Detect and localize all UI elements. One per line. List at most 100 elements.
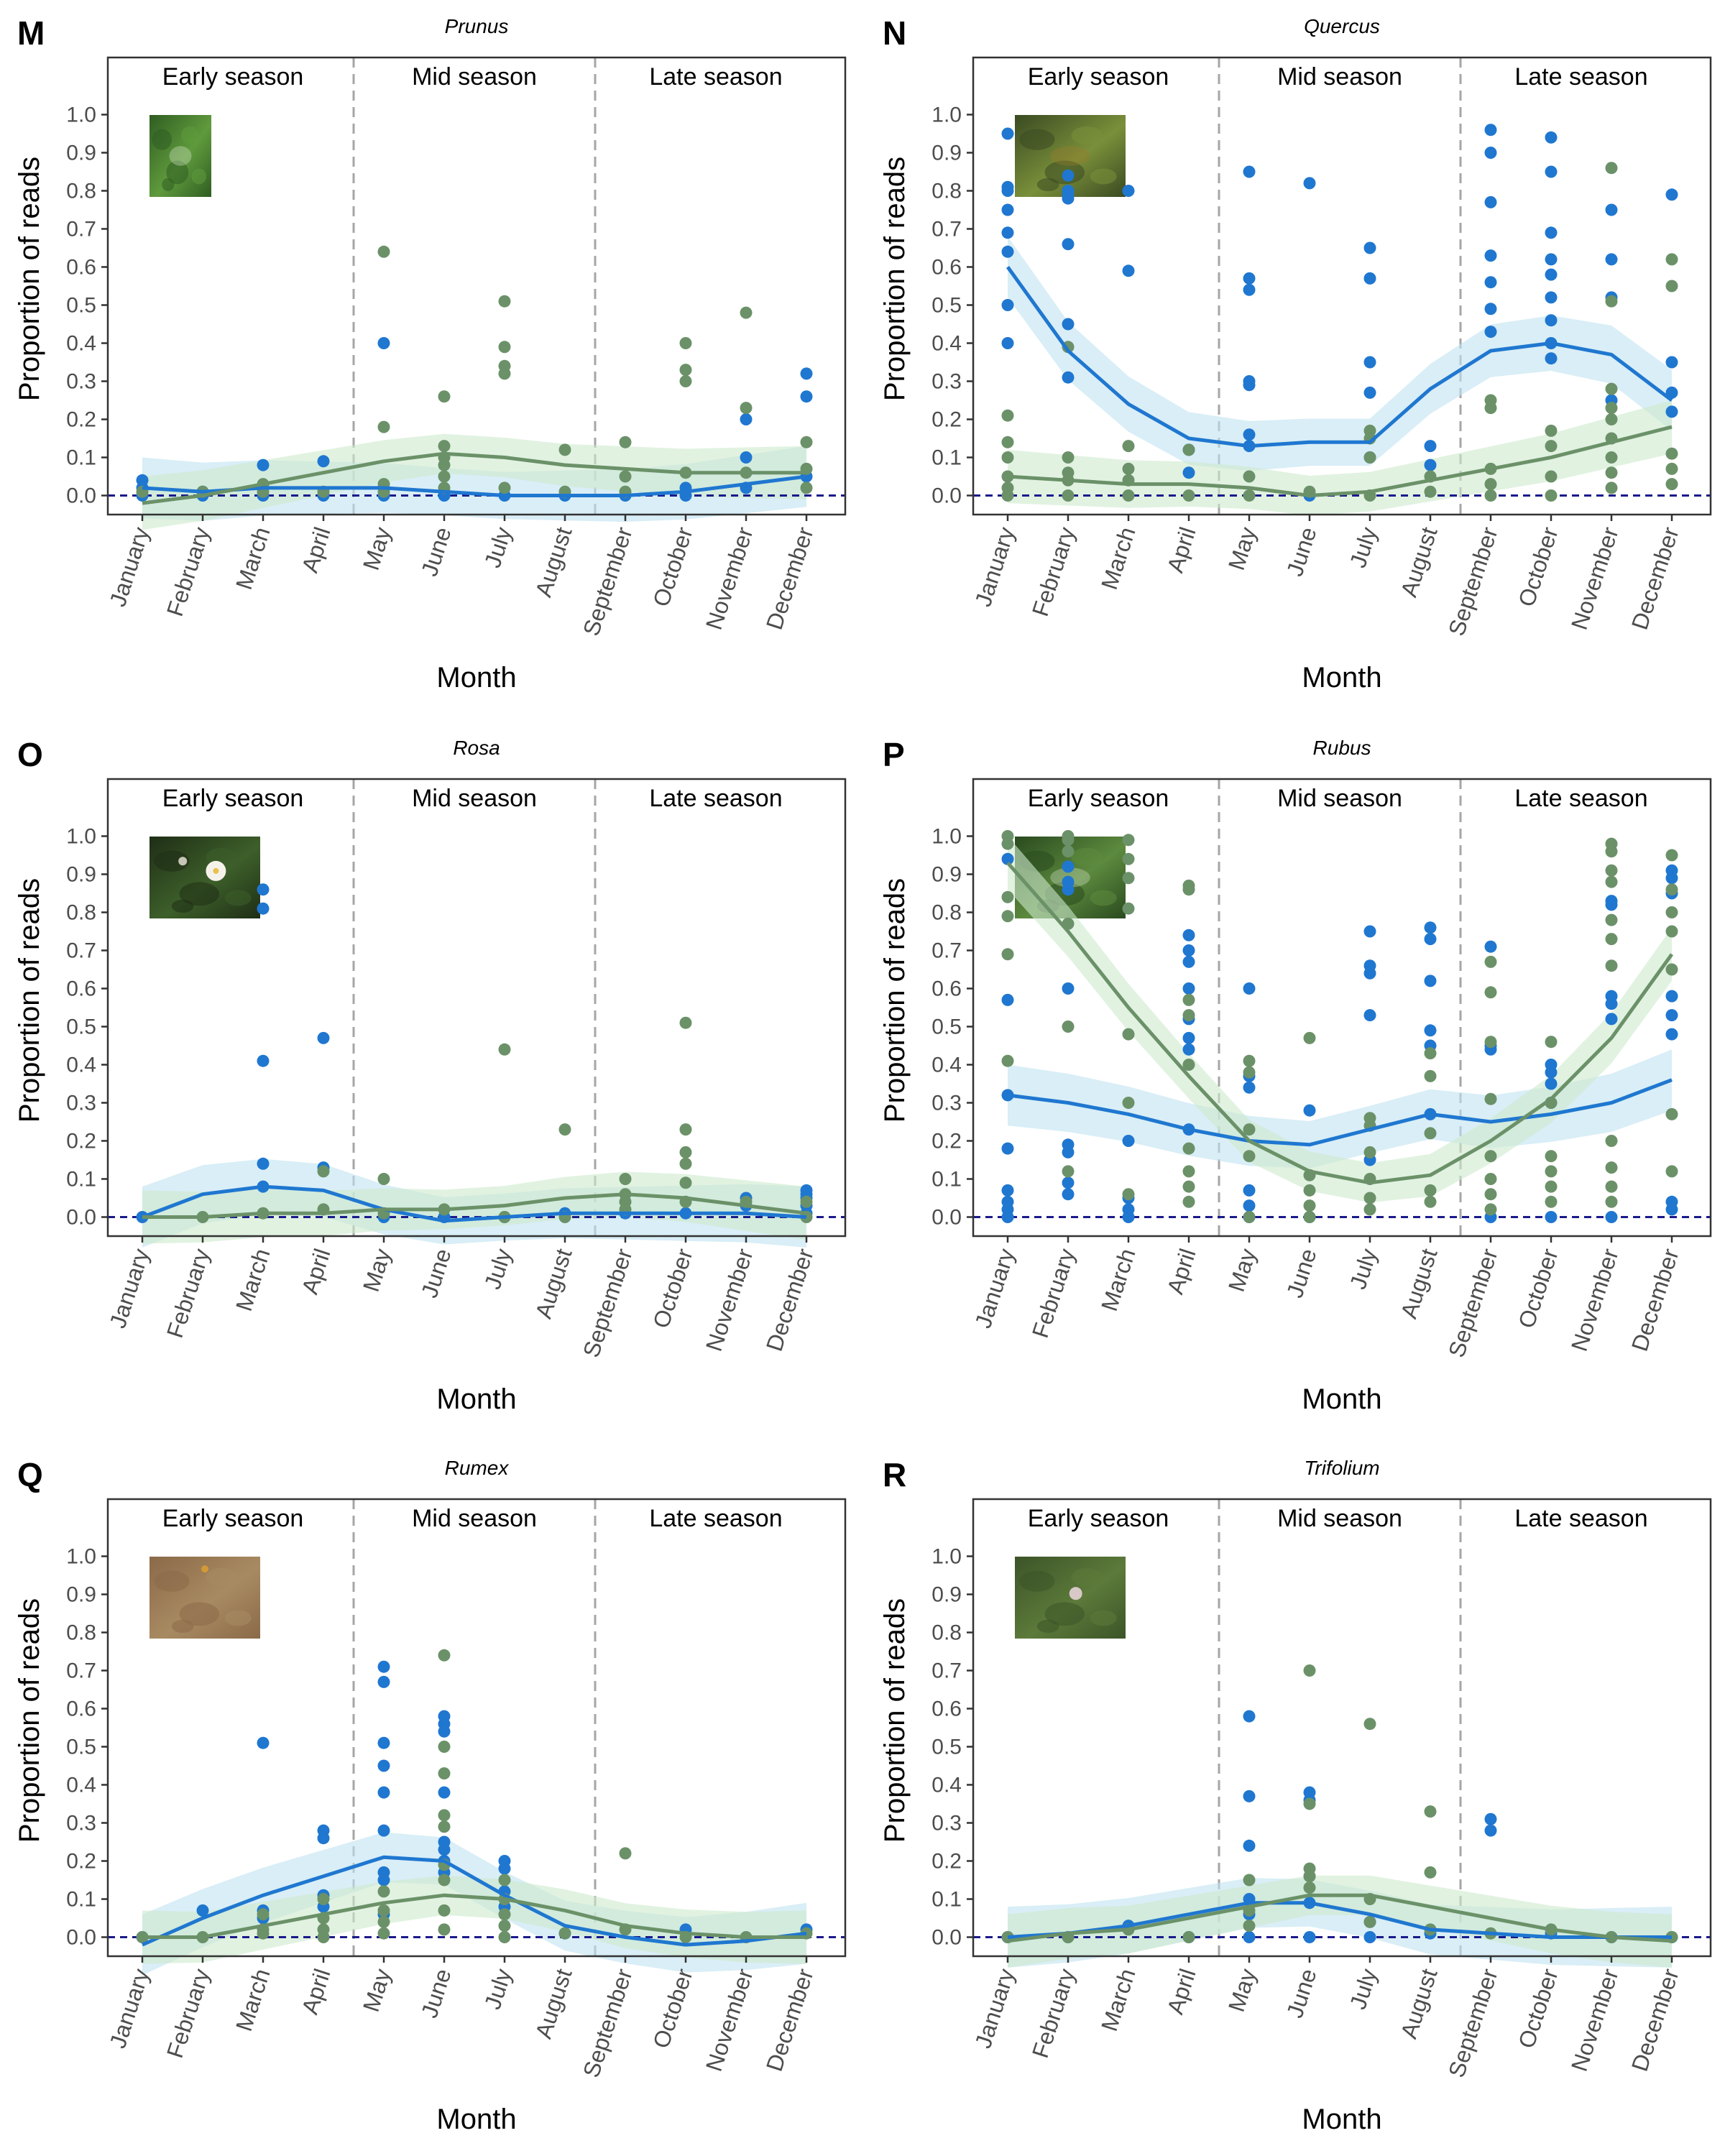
data-point-green bbox=[1665, 1107, 1678, 1120]
season-label: Mid season bbox=[412, 63, 537, 91]
x-tick-label: May bbox=[358, 1245, 396, 1295]
data-point-blue bbox=[1001, 299, 1014, 311]
x-tick-label: July bbox=[1345, 1966, 1382, 2012]
data-point-green bbox=[800, 436, 813, 448]
species-photo bbox=[150, 837, 260, 918]
data-point-blue bbox=[1545, 268, 1558, 281]
data-point-green bbox=[679, 1146, 692, 1158]
data-point-blue bbox=[1122, 1211, 1135, 1223]
data-point-green bbox=[1665, 447, 1678, 460]
data-point-green bbox=[1001, 837, 1014, 850]
data-point-blue bbox=[740, 413, 753, 425]
y-tick-label: 0.4 bbox=[932, 1774, 962, 1797]
x-tick-label: August bbox=[1396, 1966, 1443, 2042]
y-axis-title: Proportion of reads bbox=[14, 157, 45, 401]
data-point-green bbox=[1001, 1054, 1014, 1067]
y-tick-label: 0.4 bbox=[66, 1054, 96, 1077]
data-point-green bbox=[1363, 1146, 1376, 1158]
data-point-green bbox=[1062, 845, 1075, 858]
y-tick-label: 1.0 bbox=[932, 103, 962, 127]
y-tick-label: 0.5 bbox=[932, 1736, 962, 1759]
data-point-blue bbox=[1303, 1931, 1316, 1943]
data-point-green bbox=[377, 1927, 390, 1940]
data-point-green bbox=[1665, 462, 1678, 475]
x-tick-label: November bbox=[701, 1966, 758, 2075]
x-tick-label: May bbox=[1223, 1966, 1261, 2015]
data-point-green bbox=[498, 367, 511, 380]
photo-texture bbox=[154, 1570, 190, 1592]
data-point-green bbox=[498, 1874, 511, 1886]
x-tick-label: December bbox=[1627, 1966, 1684, 2075]
trend-line-blue bbox=[1007, 1901, 1672, 1939]
data-point-green bbox=[619, 470, 632, 483]
x-axis-title: Month bbox=[1302, 662, 1381, 694]
data-point-blue bbox=[1665, 188, 1678, 201]
data-point-green bbox=[377, 420, 390, 433]
data-point-green bbox=[1363, 1718, 1376, 1731]
y-axis-title: Proportion of reads bbox=[14, 1598, 45, 1843]
x-tick-label: August bbox=[1396, 524, 1443, 600]
data-point-green bbox=[438, 1923, 451, 1936]
data-point-green bbox=[1605, 845, 1618, 858]
data-point-blue bbox=[1484, 940, 1497, 953]
data-point-blue bbox=[1001, 203, 1014, 216]
data-point-blue bbox=[1665, 1203, 1678, 1216]
x-tick-label: November bbox=[1566, 1245, 1624, 1355]
trend-line-green bbox=[1007, 1893, 1673, 1943]
data-point-green bbox=[1545, 1180, 1558, 1193]
x-tick-label: May bbox=[358, 524, 396, 573]
data-point-green bbox=[1062, 834, 1075, 847]
data-point-green bbox=[1182, 993, 1195, 1006]
panel-title: Rosa bbox=[453, 737, 500, 759]
data-point-blue bbox=[377, 1759, 390, 1772]
x-tick-label: November bbox=[701, 1245, 758, 1355]
season-label: Late season bbox=[1514, 63, 1647, 91]
data-point-blue bbox=[800, 367, 813, 380]
season-label: Late season bbox=[649, 63, 782, 91]
data-point-blue bbox=[377, 337, 390, 349]
data-point-blue bbox=[1363, 386, 1376, 399]
data-point-blue bbox=[1062, 238, 1075, 251]
data-point-green bbox=[1243, 470, 1256, 483]
data-point-blue bbox=[1665, 990, 1678, 1003]
x-tick-label: December bbox=[761, 1966, 819, 2075]
data-point-blue bbox=[1122, 1135, 1135, 1147]
photo-texture bbox=[1019, 129, 1055, 150]
plot-frame bbox=[106, 1498, 847, 1958]
season-label: Late season bbox=[1514, 1505, 1647, 1532]
panel-p: P Rubus Early season Mid season Late season 0… bbox=[879, 736, 1712, 1415]
data-point-blue bbox=[1182, 982, 1195, 995]
y-tick-label: 0.7 bbox=[66, 1659, 96, 1683]
y-tick-label: 0.6 bbox=[66, 256, 96, 280]
data-point-green bbox=[1243, 1211, 1256, 1223]
data-point-blue bbox=[740, 451, 753, 464]
season-label: Early season bbox=[162, 63, 304, 91]
data-point-green bbox=[1001, 910, 1014, 923]
trend-line-green bbox=[1006, 861, 1674, 1185]
y-tick-label: 0.5 bbox=[66, 294, 96, 318]
photo-flower bbox=[178, 857, 188, 866]
x-tick-label: October bbox=[648, 524, 698, 610]
data-point-green bbox=[1665, 906, 1678, 918]
panel-title: Rumex bbox=[445, 1457, 510, 1479]
data-point-green bbox=[1484, 1173, 1497, 1185]
data-point-green bbox=[1484, 955, 1497, 968]
y-tick-label: 0.8 bbox=[932, 180, 962, 203]
trend-line-green bbox=[1007, 425, 1673, 497]
photo-texture bbox=[224, 1610, 252, 1626]
plot-frame bbox=[972, 1498, 1712, 1958]
data-point-green bbox=[1605, 1180, 1618, 1193]
data-point-green bbox=[1001, 948, 1014, 961]
data-point-blue bbox=[1363, 1931, 1376, 1943]
data-point-green bbox=[1182, 883, 1195, 896]
x-tick-label: March bbox=[231, 1966, 275, 2035]
panel-letter: P bbox=[883, 736, 905, 773]
y-tick-label: 0.6 bbox=[66, 977, 96, 1001]
data-point-blue bbox=[438, 1843, 451, 1856]
y-tick-label: 0.0 bbox=[66, 1206, 96, 1230]
y-tick-label: 0.1 bbox=[932, 446, 962, 470]
data-point-green bbox=[1605, 162, 1618, 175]
y-axis-title: Proportion of reads bbox=[879, 157, 911, 401]
data-point-green bbox=[438, 470, 451, 483]
trend-line-blue bbox=[142, 474, 807, 497]
